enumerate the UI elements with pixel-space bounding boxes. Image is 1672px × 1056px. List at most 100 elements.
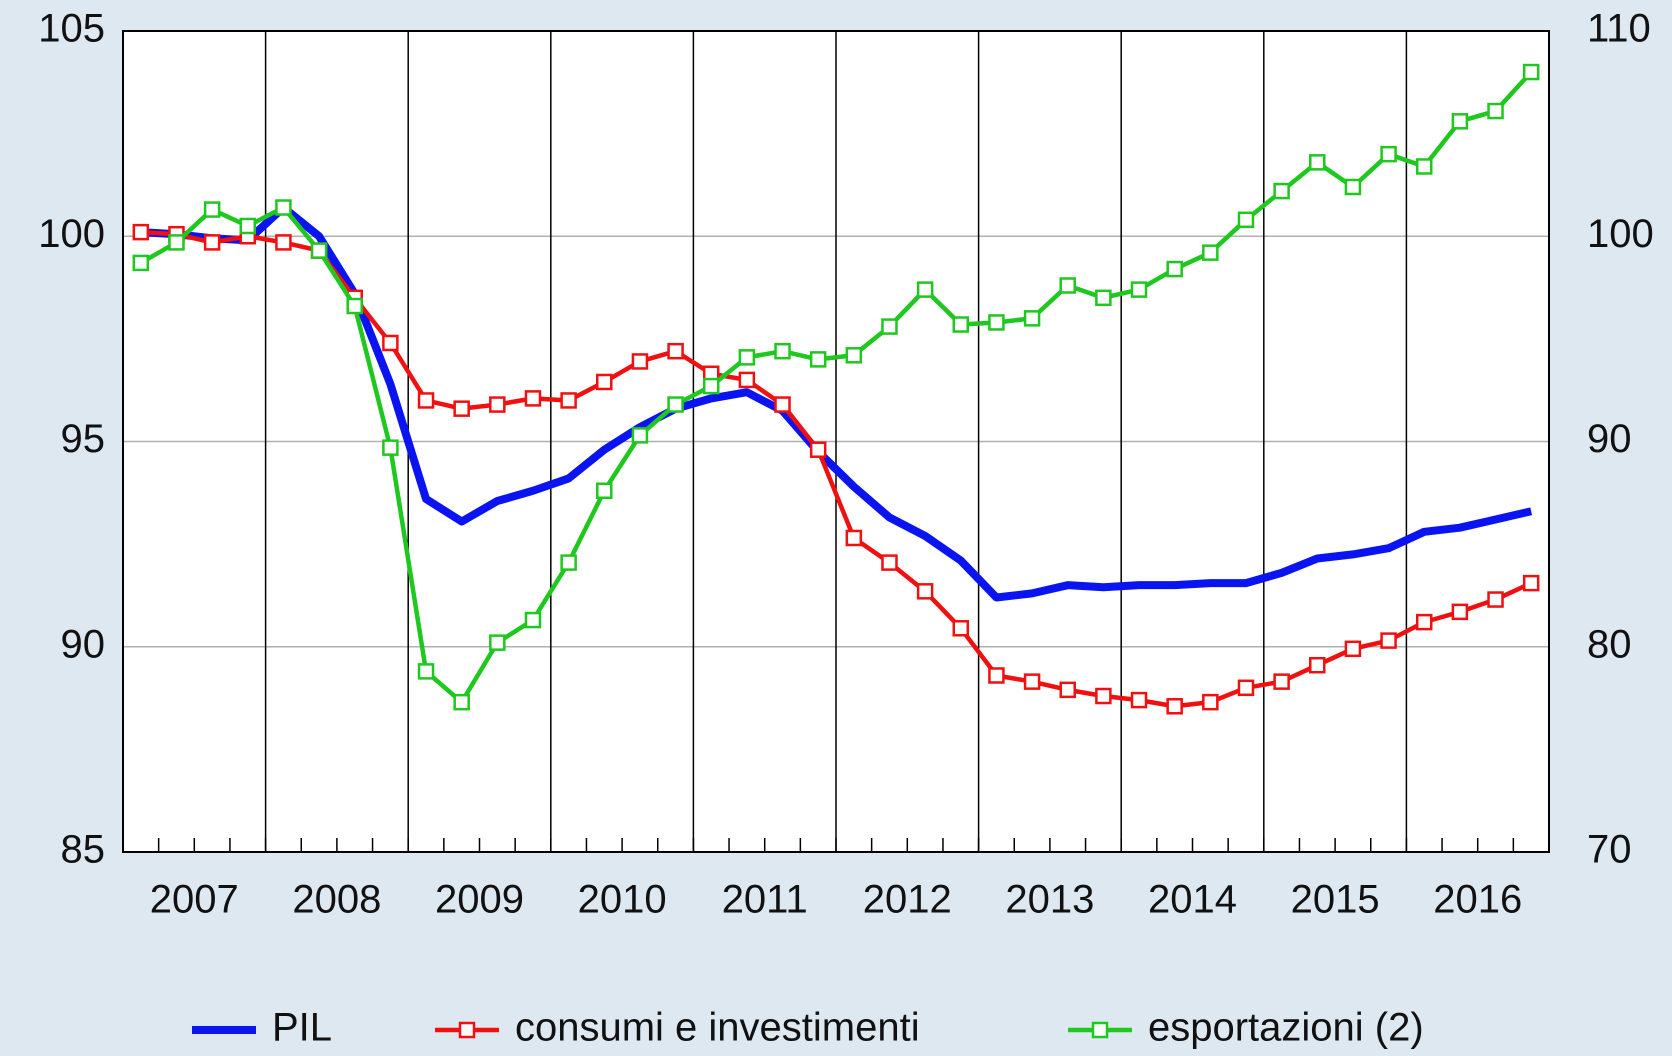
y-tick-label: 105 [38,7,105,51]
marker [1522,574,1540,592]
marker [1344,178,1362,196]
marker [524,390,542,407]
marker [845,347,863,364]
x-tick-label: 2015 [1291,878,1380,922]
x-tick-label: 2007 [150,878,239,922]
marker [560,392,577,409]
marker [774,396,791,413]
legend-label: PIL [272,1006,332,1050]
marker [1237,211,1255,229]
marker [453,693,470,711]
marker [1451,603,1469,621]
marker [1415,613,1433,631]
marker [1166,260,1183,278]
y-tick-label: 85 [61,828,106,872]
marker [275,234,292,251]
legend-label: esportazioni (2) [1148,1006,1424,1050]
marker [1059,277,1076,294]
marker [1130,691,1148,709]
x-tick-label: 2012 [863,878,952,922]
marker [1380,632,1397,649]
x-tick-label: 2009 [435,878,524,922]
y2-tick-label: 110 [1587,7,1651,51]
marker [988,314,1005,331]
series-line [140,203,1533,602]
marker [809,351,827,368]
marker [952,620,970,637]
marker [809,441,827,458]
plot-border [122,30,1550,853]
marker [988,667,1005,684]
marker [1166,698,1183,715]
marker [417,392,435,409]
legend-marker [458,1021,476,1039]
marker [346,297,363,315]
marker [132,254,150,272]
marker [203,234,221,251]
marker [1023,673,1041,690]
marker [239,217,257,235]
marker [168,234,185,251]
marker [667,396,684,413]
marker [596,373,613,391]
marker [1273,673,1290,690]
marker [631,353,649,370]
marker [560,554,577,571]
marker [916,583,934,600]
marker [667,342,684,360]
marker [275,199,292,216]
x-tick-label: 2013 [1005,878,1094,922]
marker [1309,154,1326,171]
marker [1130,281,1148,298]
marker [1487,591,1504,608]
marker [774,342,791,360]
marker [881,554,898,571]
marker [489,396,506,413]
marker [453,400,470,417]
marker [1487,102,1504,120]
marker [417,663,435,680]
marker [1309,656,1326,674]
marker [1095,687,1112,705]
marker [1095,289,1112,307]
marker [489,634,506,651]
y2-tick-label: 70 [1587,828,1632,872]
marker [1059,681,1076,699]
series-line [140,229,1533,709]
marker [1380,145,1397,163]
marker [738,371,756,389]
marker [738,349,756,366]
marker [916,281,934,298]
marker [1202,693,1219,711]
y2-tick-label: 100 [1587,212,1654,256]
marker [1344,640,1362,658]
marker [1415,158,1433,175]
marker [845,529,863,547]
x-tick-label: 2010 [578,878,667,922]
x-tick-label: 2008 [292,878,381,922]
x-tick-label: 2016 [1433,878,1522,922]
marker [1202,244,1219,261]
marker [382,334,399,352]
marker [881,318,898,335]
marker [952,316,970,333]
marker [631,427,649,444]
marker [310,242,328,259]
y2-tick-label: 90 [1587,417,1632,461]
marker [1451,113,1469,130]
marker [1522,63,1540,81]
marker [596,482,613,500]
marker [1023,310,1041,327]
legend-label: consumi e investimenti [515,1006,920,1050]
marker [203,201,221,218]
series-line [139,70,1533,705]
marker [132,223,150,241]
marker [1237,679,1255,697]
marker [702,377,720,395]
x-tick-label: 2011 [722,878,808,922]
y-tick-label: 90 [61,622,106,666]
legend-marker [1091,1021,1109,1039]
marker [382,439,399,456]
